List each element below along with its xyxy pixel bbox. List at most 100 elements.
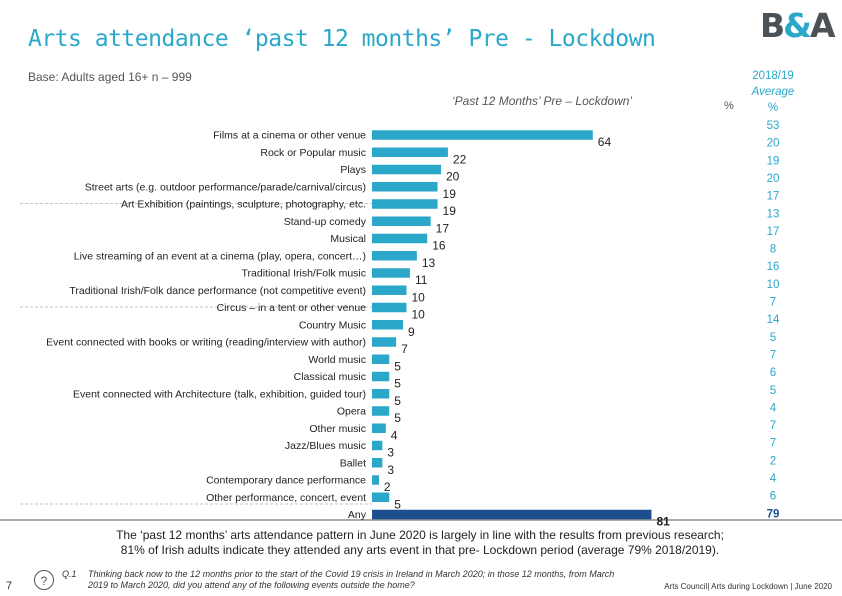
average-value-label: 10 — [767, 279, 780, 291]
base-note: Base: Adults aged 16+ n – 999 — [28, 70, 192, 84]
average-value-label: 6 — [770, 491, 776, 503]
footer-credit: Arts Council| Arts during Lockdown | Jun… — [664, 582, 832, 591]
category-label: Circus – in a tent or other venue — [217, 302, 367, 314]
question-text: Thinking back now to the 12 months prior… — [88, 569, 615, 590]
category-label: Other performance, concert, event — [206, 492, 366, 504]
brand-logo: B&A — [760, 6, 836, 45]
category-label: Any — [348, 509, 367, 521]
bar — [372, 216, 431, 226]
average-value-label: 6 — [770, 367, 776, 379]
average-value-label: 20 — [767, 173, 780, 185]
bar-value-label: 3 — [387, 446, 394, 460]
category-label: Traditional Irish/Folk music — [242, 268, 366, 280]
category-label: Art Exhibition (paintings, sculpture, ph… — [121, 199, 366, 211]
bar-value-label: 19 — [443, 204, 457, 218]
bar-value-label: 7 — [401, 342, 408, 356]
bar — [372, 423, 386, 433]
category-label: Classical music — [294, 371, 366, 383]
category-label: World music — [308, 354, 366, 366]
bar-value-label: 5 — [394, 377, 401, 391]
bar — [372, 182, 438, 192]
average-value-label: 7 — [770, 420, 776, 432]
category-label: Opera — [337, 406, 366, 418]
bar — [372, 233, 428, 244]
average-value-label: 17 — [767, 226, 780, 238]
bar-value-label: 81 — [656, 515, 670, 529]
question-label: Q.1 — [62, 569, 77, 579]
chart-subtitle: ‘Past 12 Months’ Pre – Lockdown’ — [452, 94, 633, 108]
bar-value-label: 22 — [453, 152, 467, 166]
bar-value-label: 5 — [394, 497, 401, 511]
bar — [372, 337, 397, 347]
category-label: Contemporary dance performance — [206, 475, 366, 487]
average-value-label: 4 — [770, 473, 777, 485]
bar — [372, 302, 407, 313]
bar-value-label: 10 — [412, 290, 426, 304]
bar-value-label: 17 — [436, 221, 450, 235]
average-value-label: 5 — [770, 332, 776, 344]
question-icon: ? — [34, 570, 54, 590]
average-value-label: 16 — [767, 261, 780, 273]
category-label: Other music — [309, 423, 366, 435]
bar — [372, 509, 652, 520]
bar — [372, 199, 438, 209]
category-label: Stand-up comedy — [284, 216, 367, 228]
footer-note-line-2: 81% of Irish adults indicate they attend… — [120, 543, 720, 557]
category-label: Traditional Irish/Folk dance performance… — [69, 285, 366, 297]
logo-letter-a: A — [809, 6, 836, 45]
average-value-label: 5 — [770, 385, 776, 397]
category-label: Live streaming of an event at a cinema (… — [74, 250, 366, 262]
percent-label: % — [724, 100, 734, 112]
average-value-label: 7 — [770, 297, 776, 309]
average-header-percent: % — [767, 102, 779, 114]
bar — [372, 389, 390, 399]
average-value-label: 17 — [767, 191, 780, 203]
average-value-label: 4 — [770, 402, 777, 414]
average-value-label: 13 — [767, 208, 780, 220]
category-label: Rock or Popular music — [260, 147, 366, 159]
footer-note-line-1: The ‘past 12 months’ arts attendance pat… — [116, 528, 724, 542]
average-value-label: 19 — [767, 155, 780, 167]
bar — [372, 440, 383, 451]
category-label: Country Music — [299, 319, 366, 331]
bar-value-label: 13 — [422, 256, 436, 270]
average-header-label: Average — [751, 86, 795, 98]
bar — [372, 371, 390, 382]
bar — [372, 458, 383, 468]
average-value-label: 8 — [770, 244, 776, 256]
bar-value-label: 19 — [443, 187, 457, 201]
bar — [372, 251, 417, 261]
bar — [372, 354, 390, 364]
category-label: Plays — [340, 164, 366, 176]
category-label: Films at a cinema or other venue — [213, 130, 366, 142]
average-value-label: 7 — [770, 438, 776, 450]
category-label: Ballet — [340, 457, 366, 469]
bar-value-label: 64 — [598, 135, 612, 149]
average-value-label: 2 — [770, 455, 776, 467]
bar — [372, 130, 593, 140]
bar — [372, 147, 448, 157]
average-header-year: 2018/19 — [752, 70, 794, 82]
average-column-header: 2018/19 Average % — [742, 68, 804, 116]
average-value-label: 14 — [767, 314, 780, 326]
bar-value-label: 20 — [446, 170, 460, 184]
bar-value-label: 10 — [412, 308, 426, 322]
bar — [372, 320, 404, 330]
bar-value-label: 5 — [394, 411, 401, 425]
category-label: Event connected with books or writing (r… — [46, 337, 366, 349]
category-label: Jazz/Blues music — [285, 440, 366, 452]
bar — [372, 475, 379, 485]
average-value-label: 7 — [770, 349, 776, 361]
category-label: Street arts (e.g. outdoor performance/pa… — [85, 181, 366, 193]
bar-value-label: 11 — [415, 273, 428, 287]
page-title: Arts attendance ‘past 12 months’ Pre - L… — [28, 26, 656, 52]
category-label: Musical — [330, 233, 366, 245]
footer-note: The ‘past 12 months’ arts attendance pat… — [60, 528, 780, 558]
bar-value-label: 3 — [387, 463, 394, 477]
average-value-label: 20 — [767, 138, 780, 150]
page-number: 7 — [6, 580, 13, 592]
bar-value-label: 2 — [384, 480, 391, 494]
bar — [372, 164, 441, 175]
bar-value-label: 9 — [408, 325, 415, 339]
